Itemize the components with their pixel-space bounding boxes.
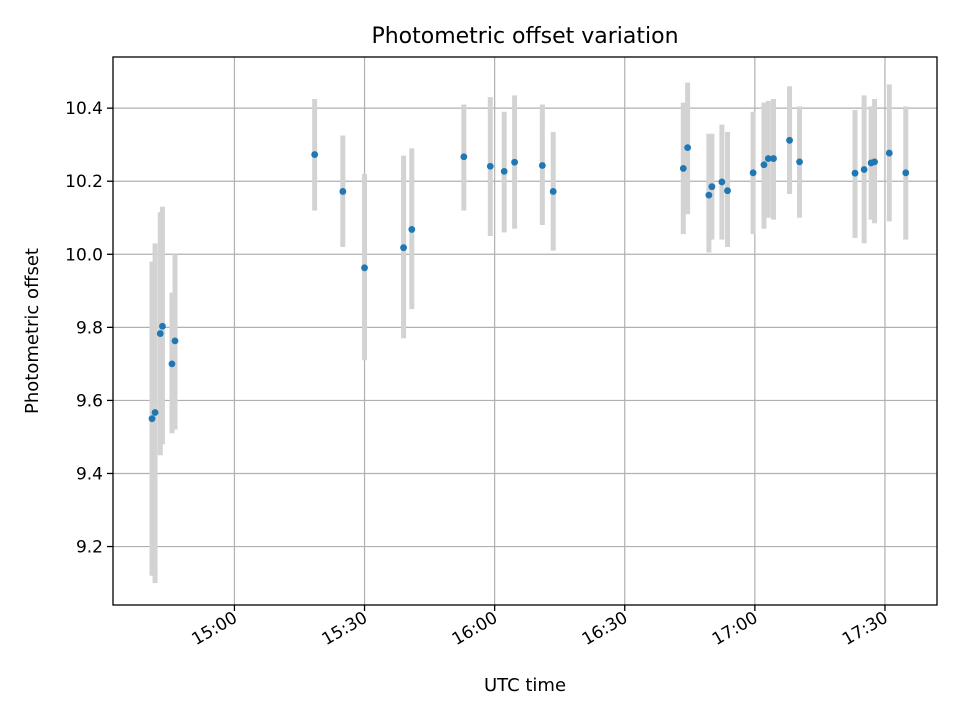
y-tick-label: 9.6 — [76, 391, 103, 411]
data-point — [871, 158, 878, 166]
data-point — [168, 360, 176, 368]
data-point — [705, 191, 713, 199]
data-point — [408, 226, 416, 233]
data-point — [724, 187, 731, 195]
chart-title: Photometric offset variation — [371, 24, 678, 49]
data-point — [796, 158, 803, 166]
data-point — [151, 409, 159, 416]
data-point — [400, 244, 407, 252]
data-point — [860, 166, 868, 173]
plot-frame — [112, 56, 938, 606]
data-point — [764, 155, 772, 162]
data-point — [538, 162, 546, 169]
y-axis-label: Photometric offset — [22, 248, 43, 414]
y-tick-label: 9.8 — [76, 318, 103, 338]
data-points — [148, 136, 910, 423]
data-point — [770, 155, 777, 162]
x-axis-label: UTC time — [484, 675, 566, 696]
data-point — [885, 149, 893, 157]
data-point — [361, 264, 368, 272]
y-tick-label: 10.2 — [65, 172, 103, 192]
data-point — [786, 136, 793, 144]
data-point — [500, 167, 508, 175]
data-point — [511, 158, 518, 166]
data-point — [708, 183, 716, 191]
data-point — [159, 322, 166, 330]
data-point — [549, 188, 557, 195]
data-point — [311, 151, 319, 158]
data-point — [902, 169, 910, 177]
data-point — [679, 165, 687, 172]
y-axis-ticks: 9.2 9.4 9.6 9.8 10.0 10.2 10.4 — [65, 99, 113, 558]
data-point — [760, 161, 768, 169]
y-tick-label: 10.0 — [65, 245, 103, 265]
data-point — [171, 337, 179, 345]
data-point — [339, 188, 347, 195]
y-tick-label: 9.4 — [76, 464, 103, 484]
data-point — [851, 169, 859, 177]
data-point — [486, 162, 494, 170]
data-point — [749, 169, 757, 177]
data-point — [460, 153, 468, 161]
data-point — [148, 415, 156, 423]
data-point — [684, 144, 692, 152]
data-point — [718, 178, 726, 186]
data-point — [156, 330, 164, 337]
y-tick-label: 10.4 — [65, 99, 103, 119]
y-tick-label: 9.2 — [76, 538, 103, 558]
